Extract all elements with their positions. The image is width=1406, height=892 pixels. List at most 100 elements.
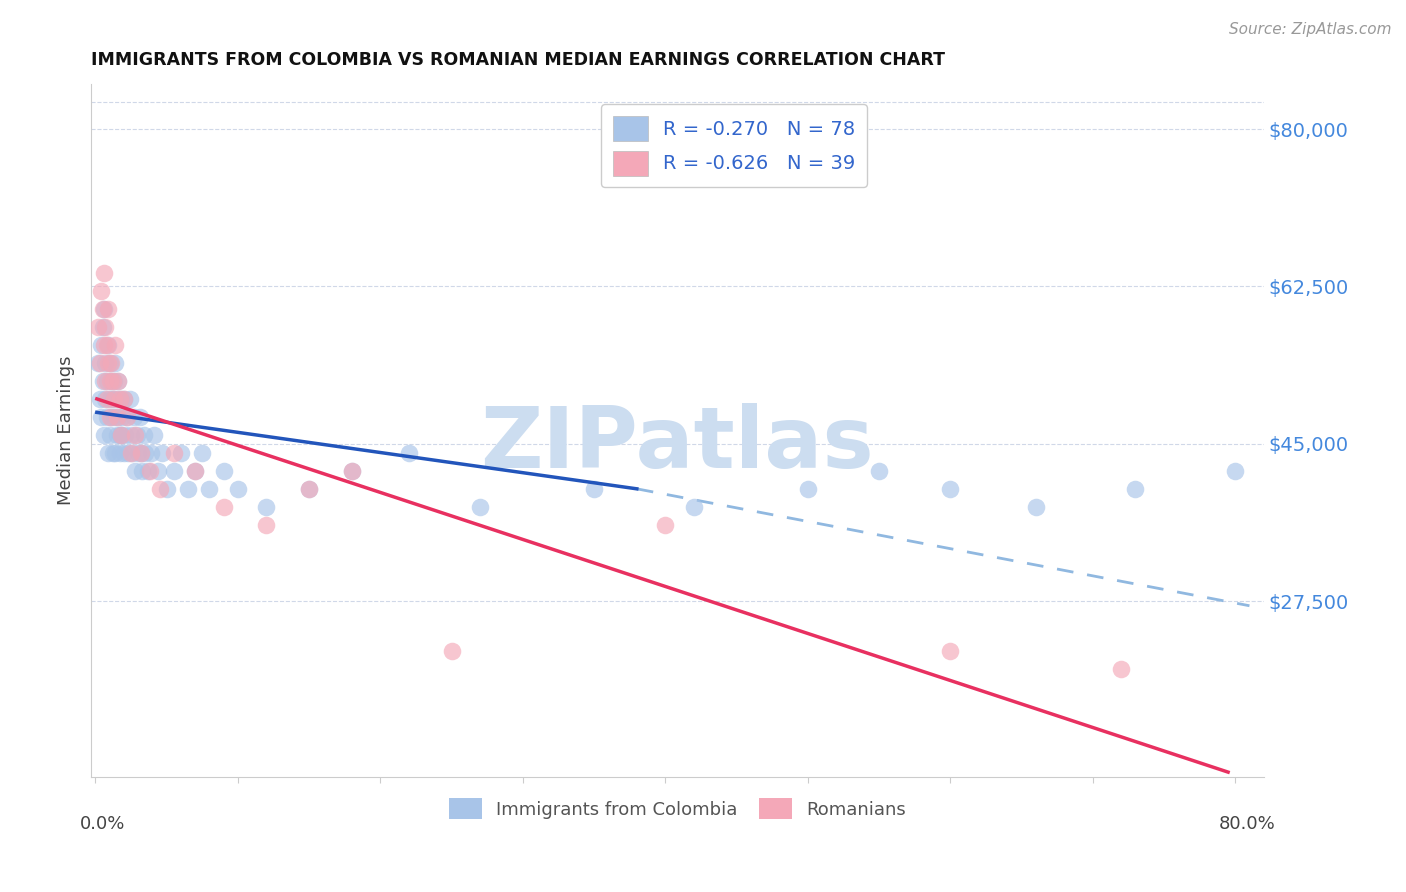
Point xyxy=(112,392,135,406)
Point xyxy=(148,482,170,496)
Point xyxy=(440,644,463,658)
Point xyxy=(129,446,152,460)
Text: 80.0%: 80.0% xyxy=(1219,814,1275,833)
Point xyxy=(115,409,138,424)
Point xyxy=(90,284,112,298)
Point xyxy=(120,428,142,442)
Point xyxy=(191,446,214,460)
Point xyxy=(108,446,131,460)
Point xyxy=(94,392,117,406)
Point xyxy=(583,482,606,496)
Point xyxy=(163,464,186,478)
Point xyxy=(122,409,145,424)
Point xyxy=(139,446,162,460)
Point xyxy=(107,409,129,424)
Point xyxy=(91,301,114,316)
Point xyxy=(129,446,152,460)
Point xyxy=(97,338,120,352)
Point xyxy=(111,409,134,424)
Point xyxy=(177,482,200,496)
Point xyxy=(97,301,120,316)
Point xyxy=(124,428,146,442)
Point xyxy=(93,301,115,316)
Point xyxy=(127,446,149,460)
Point xyxy=(125,428,148,442)
Point xyxy=(96,374,118,388)
Point xyxy=(94,320,117,334)
Point xyxy=(212,464,235,478)
Point xyxy=(91,320,114,334)
Point xyxy=(96,409,118,424)
Y-axis label: Median Earnings: Median Earnings xyxy=(58,356,75,505)
Text: Source: ZipAtlas.com: Source: ZipAtlas.com xyxy=(1229,22,1392,37)
Text: 0.0%: 0.0% xyxy=(79,814,125,833)
Point xyxy=(682,500,704,514)
Point xyxy=(108,428,131,442)
Point xyxy=(98,374,121,388)
Point xyxy=(226,482,249,496)
Point xyxy=(121,446,143,460)
Point xyxy=(298,482,321,496)
Point xyxy=(939,482,962,496)
Point xyxy=(101,446,124,460)
Point xyxy=(797,482,820,496)
Point xyxy=(93,266,115,280)
Point xyxy=(103,374,125,388)
Point xyxy=(131,464,153,478)
Point xyxy=(1109,662,1132,676)
Point xyxy=(468,500,491,514)
Point xyxy=(184,464,207,478)
Point xyxy=(150,446,173,460)
Point xyxy=(98,409,121,424)
Point xyxy=(98,428,121,442)
Point xyxy=(340,464,363,478)
Point xyxy=(254,517,277,532)
Point xyxy=(110,428,132,442)
Point xyxy=(89,356,111,370)
Point xyxy=(97,446,120,460)
Point xyxy=(1025,500,1047,514)
Point xyxy=(110,392,132,406)
Point xyxy=(97,356,120,370)
Point xyxy=(170,446,193,460)
Point xyxy=(108,392,131,406)
Point xyxy=(100,374,122,388)
Point xyxy=(105,428,128,442)
Point xyxy=(298,482,321,496)
Point xyxy=(117,446,139,460)
Point xyxy=(114,428,136,442)
Point xyxy=(107,374,129,388)
Point xyxy=(98,356,121,370)
Point xyxy=(142,428,165,442)
Point xyxy=(146,464,169,478)
Point xyxy=(110,428,132,442)
Point xyxy=(89,392,111,406)
Point xyxy=(340,464,363,478)
Point xyxy=(103,392,125,406)
Point xyxy=(104,338,127,352)
Point xyxy=(115,409,138,424)
Text: ZIPatlas: ZIPatlas xyxy=(481,402,875,486)
Point xyxy=(87,320,110,334)
Point xyxy=(1225,464,1247,478)
Point xyxy=(87,356,110,370)
Point xyxy=(254,500,277,514)
Point xyxy=(156,482,179,496)
Point xyxy=(96,338,118,352)
Point xyxy=(104,356,127,370)
Text: IMMIGRANTS FROM COLOMBIA VS ROMANIAN MEDIAN EARNINGS CORRELATION CHART: IMMIGRANTS FROM COLOMBIA VS ROMANIAN MED… xyxy=(91,51,945,69)
Point xyxy=(112,446,135,460)
Point xyxy=(120,446,142,460)
Point xyxy=(100,409,122,424)
Point xyxy=(91,374,114,388)
Point xyxy=(1125,482,1147,496)
Point xyxy=(138,464,160,478)
Point xyxy=(94,356,117,370)
Point xyxy=(98,392,121,406)
Point xyxy=(198,482,221,496)
Point xyxy=(132,428,155,442)
Point xyxy=(105,409,128,424)
Point xyxy=(101,374,124,388)
Legend: Immigrants from Colombia, Romanians: Immigrants from Colombia, Romanians xyxy=(441,791,912,827)
Point xyxy=(94,374,117,388)
